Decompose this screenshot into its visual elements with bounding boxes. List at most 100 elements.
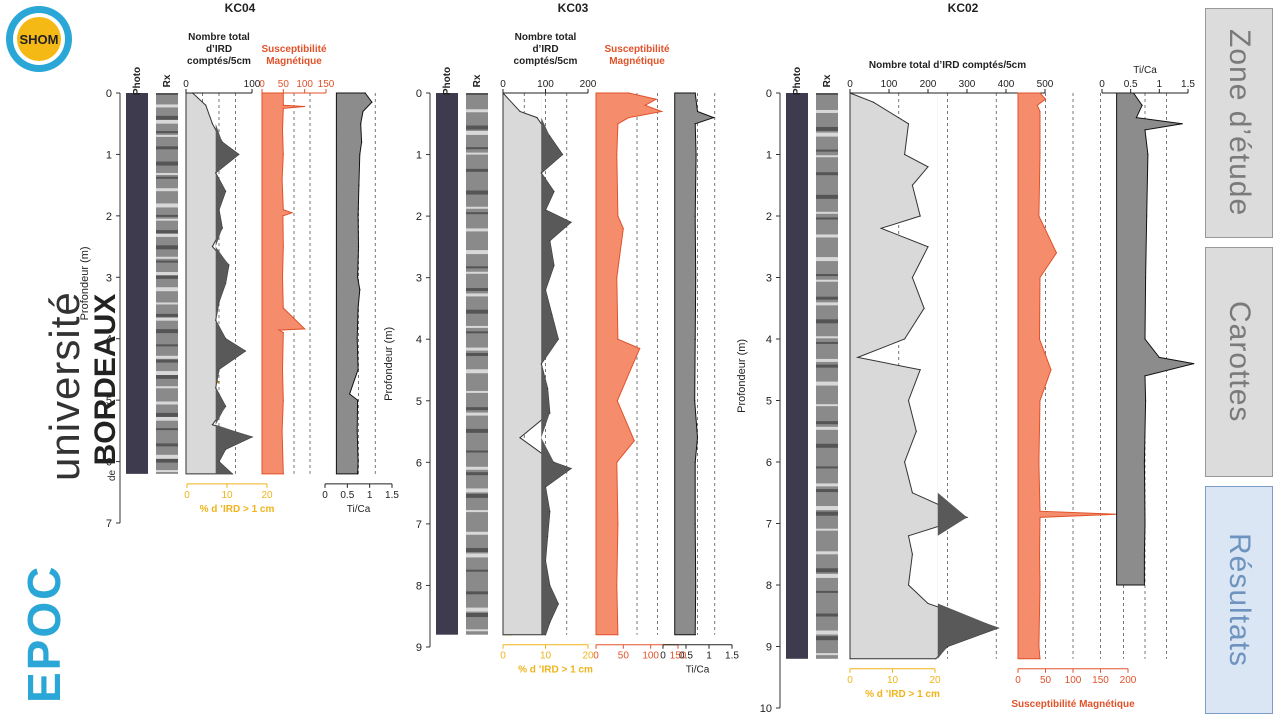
xray-band	[156, 412, 178, 417]
x-tick-label: 20	[929, 675, 941, 686]
data-point	[661, 110, 663, 113]
data-point	[557, 338, 559, 340]
data-point	[553, 264, 555, 266]
data-point	[1038, 338, 1041, 340]
nav-zone-etude[interactable]: Zone d’étude	[1205, 8, 1273, 238]
x-tick-label: 0	[1099, 79, 1105, 90]
data-point	[549, 621, 551, 623]
data-point	[907, 584, 910, 586]
ird-axis-label: % d ’IRD > 1 cm	[865, 689, 940, 700]
nav-resultats[interactable]: Résultats	[1205, 486, 1273, 714]
data-point	[218, 301, 220, 303]
data-point	[622, 227, 624, 230]
susceptibility-axis-label: Magnétique	[266, 56, 322, 67]
rx-label: Rx	[472, 74, 483, 87]
xray-band	[156, 344, 178, 347]
depth-tick-label: 7	[416, 519, 422, 531]
data-point	[570, 221, 572, 223]
data-point	[1055, 252, 1058, 254]
data-point	[221, 227, 223, 229]
xray-band	[816, 404, 838, 407]
data-point	[225, 448, 227, 450]
data-point	[225, 405, 227, 407]
data-point	[544, 634, 547, 636]
xray-band	[466, 428, 488, 433]
nav-zone-etude-label: Zone d’étude	[1223, 29, 1256, 217]
nav-carottes-label: Carottes	[1223, 301, 1256, 423]
xray-band	[466, 190, 488, 195]
xray-band	[156, 401, 178, 405]
xray-band	[156, 104, 178, 108]
data-point	[923, 307, 925, 309]
core-photo	[436, 93, 458, 635]
data-point	[205, 104, 207, 106]
data-point	[211, 424, 213, 426]
tica-axis-label: Ti/Ca	[686, 665, 710, 676]
xray-band	[156, 470, 178, 473]
data-point	[519, 110, 521, 113]
x-tick-label: 100	[881, 79, 898, 90]
data-point	[695, 277, 697, 279]
ird-axis-label: % d ’IRD > 1 cm	[518, 665, 593, 676]
xray-band	[816, 426, 838, 430]
xray-band	[466, 152, 488, 155]
data-point	[228, 264, 230, 266]
data-point	[1044, 98, 1047, 100]
tica-axis-label: Ti/Ca	[1133, 65, 1157, 76]
x-tick-label: 1	[706, 651, 712, 662]
susceptibility-axis-label: Susceptibilité	[604, 44, 669, 55]
xray-band	[156, 256, 178, 259]
xray-band	[156, 302, 178, 305]
xray-band	[466, 531, 488, 535]
xray-band	[156, 233, 178, 237]
data-point	[616, 400, 618, 402]
xray-band	[816, 421, 838, 425]
xray-band	[466, 472, 488, 476]
xray-band	[156, 329, 178, 334]
nav-carottes[interactable]: Carottes	[1205, 247, 1273, 477]
ird-axis-label: % d ’IRD > 1 cm	[200, 504, 275, 515]
xray-band	[816, 217, 838, 220]
x-tick-label: 0	[500, 79, 506, 90]
x-tick-label: 0	[847, 79, 853, 90]
xray-band	[816, 573, 838, 578]
depth-tick-label: 10	[760, 703, 772, 715]
data-point	[221, 141, 223, 143]
data-point	[694, 338, 696, 340]
data-point	[857, 356, 859, 359]
xray-band	[816, 506, 838, 511]
x-tick-label: 150	[670, 651, 687, 662]
data-point	[356, 338, 358, 340]
data-point	[357, 307, 359, 309]
data-point	[549, 412, 551, 414]
ird-count-axis-label: Nombre total	[515, 32, 577, 43]
data-point	[1135, 117, 1137, 119]
depth-tick-label: 6	[766, 457, 772, 469]
data-point	[911, 276, 914, 279]
data-point	[907, 535, 910, 537]
data-point	[358, 184, 360, 186]
data-point	[616, 277, 618, 279]
data-point	[544, 289, 547, 291]
data-point	[244, 350, 246, 352]
xray-band	[816, 590, 838, 593]
chart-title: KC03	[558, 1, 589, 15]
xray-band	[466, 325, 488, 328]
depth-tick-label: 3	[766, 273, 772, 285]
xray-band	[156, 176, 178, 179]
data-point	[282, 245, 284, 248]
data-point	[291, 212, 293, 214]
data-point	[282, 215, 284, 217]
xray-band	[816, 489, 838, 493]
data-point	[628, 92, 630, 94]
data-point	[911, 553, 914, 555]
data-point	[215, 172, 217, 174]
xray-band	[466, 450, 488, 453]
depth-tick-label: 0	[106, 88, 112, 100]
xray-band	[466, 407, 488, 411]
xray-band	[466, 271, 488, 274]
depth-axis-label: Profondeur (m)	[79, 246, 91, 320]
xray-band	[466, 125, 488, 130]
